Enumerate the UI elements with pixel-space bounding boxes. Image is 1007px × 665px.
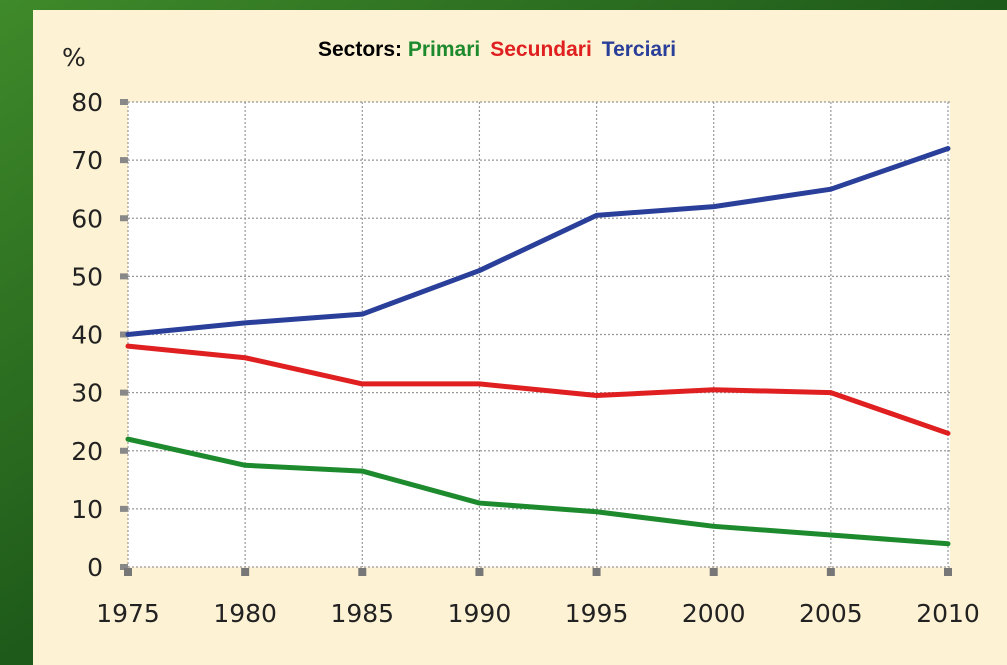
y-tick-label: 70: [71, 146, 103, 175]
y-tick-mark: [120, 564, 128, 570]
legend-entry: Secundari: [490, 38, 592, 61]
y-tick-mark: [120, 389, 128, 396]
x-tick-mark: [944, 568, 952, 576]
y-tick-mark: [120, 447, 128, 454]
x-tick-label: 1980: [213, 599, 277, 628]
y-tick-mark: [120, 505, 128, 512]
x-tick-label: 1990: [448, 599, 512, 628]
series-line: [125, 436, 951, 547]
y-tick-label: 50: [71, 262, 103, 291]
y-tick-mark: [120, 157, 128, 164]
x-tick-mark: [826, 568, 835, 576]
plot-area: [128, 102, 950, 567]
x-tick-label: 2000: [682, 599, 746, 628]
x-tick-mark: [475, 568, 484, 576]
y-tick-label: 30: [71, 379, 103, 408]
chart-title: Sectors:: [318, 38, 402, 61]
x-tick-mark: [124, 568, 132, 576]
x-tick-mark: [592, 568, 601, 576]
x-tick-label: 2005: [799, 599, 863, 628]
legend-entry: Primari: [408, 38, 480, 61]
x-tick-mark: [358, 568, 367, 576]
y-tick-label: 20: [71, 437, 103, 466]
chart-title-line: Sectors: Primari Secundari Terciari: [318, 38, 676, 61]
x-tick-mark: [709, 568, 718, 576]
y-tick-label: 80: [71, 88, 103, 117]
x-tick-label: 1975: [96, 599, 160, 628]
y-axis-label: %: [62, 43, 86, 72]
y-tick-mark: [120, 273, 128, 280]
y-tick-label: 60: [71, 204, 103, 233]
y-tick-label: 10: [71, 495, 103, 524]
y-tick-label: 40: [71, 321, 103, 350]
x-tick-mark: [241, 568, 250, 576]
x-tick-label: 1995: [565, 599, 629, 628]
x-tick-label: 1985: [330, 599, 394, 628]
y-tick-label: 0: [87, 553, 103, 582]
y-tick-mark: [120, 99, 128, 105]
y-tick-mark: [120, 331, 128, 338]
series-line: [125, 146, 951, 337]
x-tick-label: 2010: [916, 599, 980, 628]
legend-entry: Terciari: [602, 38, 676, 61]
y-tick-mark: [120, 215, 128, 222]
series-line: [125, 343, 951, 436]
